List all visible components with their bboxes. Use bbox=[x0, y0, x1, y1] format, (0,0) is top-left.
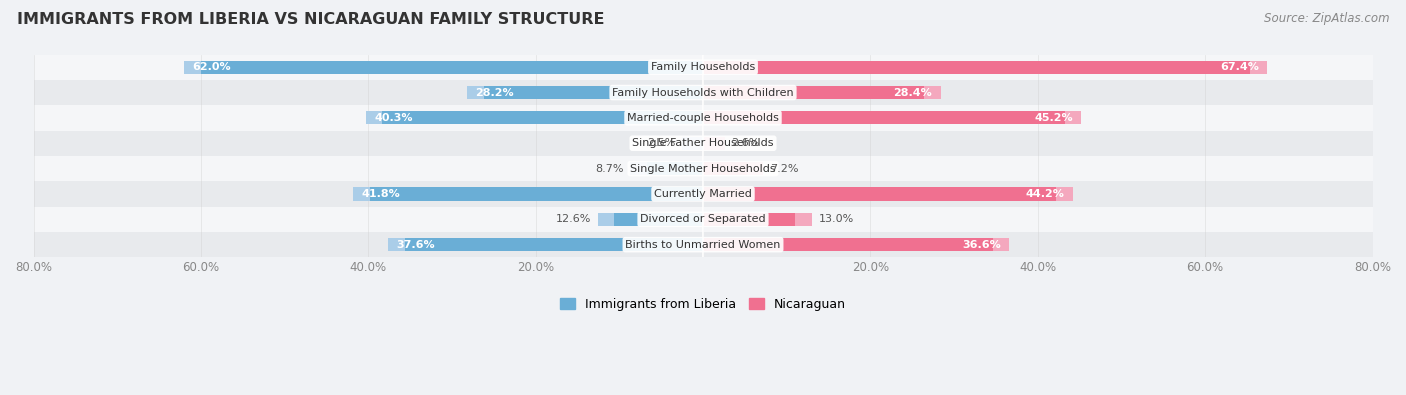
Text: Single Father Households: Single Father Households bbox=[633, 138, 773, 148]
Bar bbox=[703, 86, 924, 99]
Text: IMMIGRANTS FROM LIBERIA VS NICARAGUAN FAMILY STRUCTURE: IMMIGRANTS FROM LIBERIA VS NICARAGUAN FA… bbox=[17, 12, 605, 27]
Text: 2.5%: 2.5% bbox=[647, 138, 675, 148]
Bar bbox=[34, 156, 1372, 181]
Bar bbox=[34, 131, 1372, 156]
Text: 7.2%: 7.2% bbox=[770, 164, 799, 173]
Bar bbox=[34, 55, 1372, 80]
Bar bbox=[34, 80, 1372, 105]
Bar bbox=[647, 162, 703, 175]
Bar bbox=[614, 213, 703, 226]
Text: 41.8%: 41.8% bbox=[361, 189, 401, 199]
Text: 8.7%: 8.7% bbox=[595, 164, 623, 173]
Bar bbox=[703, 213, 811, 226]
Bar bbox=[703, 111, 1081, 124]
Bar bbox=[703, 60, 1267, 74]
Text: 44.2%: 44.2% bbox=[1025, 189, 1064, 199]
Text: 2.6%: 2.6% bbox=[731, 138, 759, 148]
Bar bbox=[467, 86, 703, 99]
Bar bbox=[34, 181, 1372, 207]
Text: 62.0%: 62.0% bbox=[193, 62, 231, 72]
Bar bbox=[703, 86, 941, 99]
Bar bbox=[703, 238, 1010, 251]
Bar bbox=[201, 60, 703, 74]
Text: 12.6%: 12.6% bbox=[555, 214, 591, 224]
Text: Source: ZipAtlas.com: Source: ZipAtlas.com bbox=[1264, 12, 1389, 25]
Bar bbox=[703, 213, 794, 226]
Text: 28.2%: 28.2% bbox=[475, 88, 515, 98]
Bar bbox=[366, 111, 703, 124]
Bar bbox=[184, 60, 703, 74]
Bar bbox=[484, 86, 703, 99]
Bar bbox=[382, 111, 703, 124]
Bar bbox=[34, 207, 1372, 232]
Bar bbox=[703, 60, 1250, 74]
Text: Births to Unmarried Women: Births to Unmarried Women bbox=[626, 240, 780, 250]
Bar bbox=[34, 105, 1372, 131]
Bar bbox=[703, 162, 763, 175]
Text: 67.4%: 67.4% bbox=[1220, 62, 1258, 72]
Bar bbox=[703, 162, 747, 175]
Text: Currently Married: Currently Married bbox=[654, 189, 752, 199]
Text: 40.3%: 40.3% bbox=[374, 113, 412, 123]
Bar bbox=[388, 238, 703, 251]
Text: 28.4%: 28.4% bbox=[894, 88, 932, 98]
Text: 13.0%: 13.0% bbox=[818, 214, 853, 224]
Bar bbox=[703, 187, 1056, 201]
Bar bbox=[703, 137, 724, 150]
Text: Single Mother Households: Single Mother Households bbox=[630, 164, 776, 173]
Bar bbox=[353, 187, 703, 201]
Bar bbox=[598, 213, 703, 226]
Bar bbox=[370, 187, 703, 201]
Text: 45.2%: 45.2% bbox=[1035, 113, 1073, 123]
Text: Family Households with Children: Family Households with Children bbox=[612, 88, 794, 98]
Bar bbox=[34, 232, 1372, 257]
Bar bbox=[405, 238, 703, 251]
Text: 37.6%: 37.6% bbox=[396, 240, 436, 250]
Bar bbox=[682, 137, 703, 150]
Text: Divorced or Separated: Divorced or Separated bbox=[640, 214, 766, 224]
Bar bbox=[630, 162, 703, 175]
Legend: Immigrants from Liberia, Nicaraguan: Immigrants from Liberia, Nicaraguan bbox=[555, 293, 851, 316]
Bar bbox=[703, 187, 1073, 201]
Bar bbox=[703, 111, 1064, 124]
Text: 36.6%: 36.6% bbox=[962, 240, 1001, 250]
Text: Married-couple Households: Married-couple Households bbox=[627, 113, 779, 123]
Bar bbox=[703, 238, 993, 251]
Text: Family Households: Family Households bbox=[651, 62, 755, 72]
